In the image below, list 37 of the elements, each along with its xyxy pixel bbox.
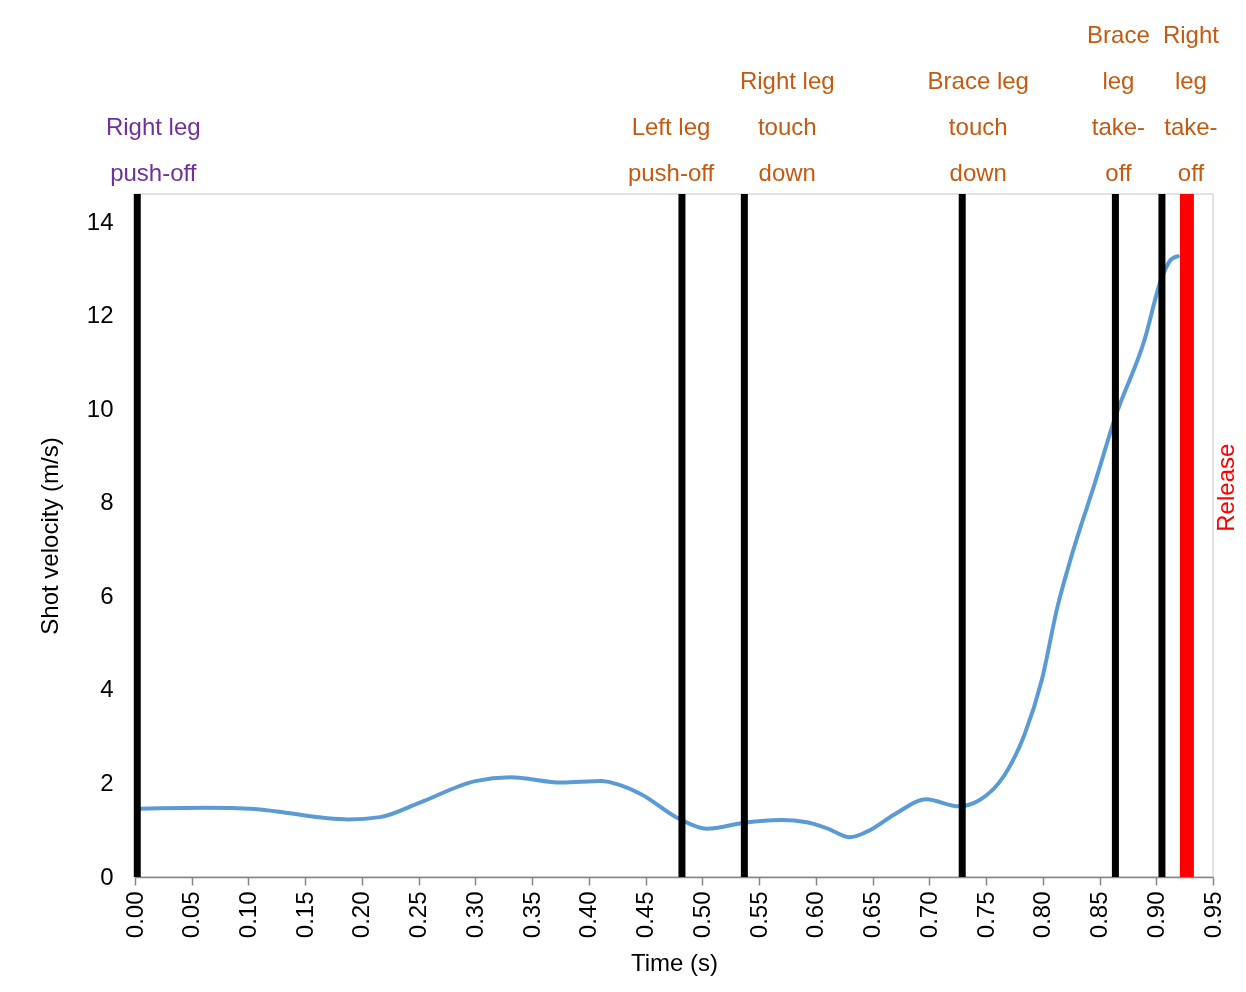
y-tick-label: 4 bbox=[100, 675, 114, 703]
y-tick-label: 10 bbox=[86, 394, 114, 422]
x-tick-label: 0.65 bbox=[858, 891, 886, 939]
ref-line-label: Brace leg touch down bbox=[927, 67, 1029, 186]
ref-line-label: Release bbox=[1211, 443, 1239, 532]
x-tick-label: 0.35 bbox=[517, 891, 545, 939]
x-tick-label: 0.40 bbox=[574, 891, 602, 939]
x-tick-label: 0.45 bbox=[631, 891, 659, 939]
x-tick-label: 0.70 bbox=[914, 891, 942, 939]
x-tick-label: 0.75 bbox=[971, 891, 999, 939]
x-tick-label: 0.15 bbox=[290, 891, 318, 939]
x-tick-label: 0.20 bbox=[347, 891, 375, 939]
y-tick-label: 2 bbox=[100, 768, 114, 796]
y-tick-label: 6 bbox=[100, 581, 114, 609]
ref-line-label: Right leg touch down bbox=[739, 67, 835, 186]
y-tick-label: 14 bbox=[86, 207, 114, 235]
x-tick-label: 0.60 bbox=[801, 891, 829, 939]
x-tick-label: 0.30 bbox=[460, 891, 488, 939]
x-tick-label: 0.85 bbox=[1085, 891, 1113, 939]
y-tick-label: 0 bbox=[100, 862, 114, 890]
x-axis-title: Time (s) bbox=[630, 949, 719, 977]
ref-line-label: Left leg push-off bbox=[627, 113, 715, 186]
y-tick-label: 12 bbox=[86, 301, 114, 329]
x-tick-label: 0.95 bbox=[1198, 891, 1226, 939]
x-tick-label: 0.55 bbox=[744, 891, 772, 939]
x-tick-label: 0.00 bbox=[120, 891, 148, 939]
x-tick-label: 0.25 bbox=[404, 891, 432, 939]
x-tick-label: 0.05 bbox=[177, 891, 205, 939]
x-tick-label: 0.50 bbox=[687, 891, 715, 939]
y-axis-title: Shot velocity (m/s) bbox=[35, 437, 63, 635]
x-tick-label: 0.80 bbox=[1028, 891, 1056, 939]
x-tick-label: 0.10 bbox=[233, 891, 261, 939]
x-tick-label: 0.90 bbox=[1141, 891, 1169, 939]
ref-line-label: Right leg push-off bbox=[105, 113, 201, 186]
y-tick-label: 8 bbox=[100, 488, 114, 516]
ref-line-label: Brace leg take-off bbox=[1087, 21, 1150, 186]
ref-line-label: Right leg take-off bbox=[1162, 21, 1220, 186]
